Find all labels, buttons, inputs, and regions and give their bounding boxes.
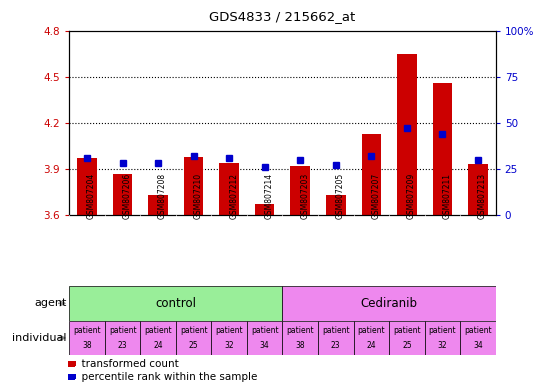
Bar	[282, 321, 318, 355]
Bar	[72, 361, 76, 366]
Bar	[184, 157, 204, 215]
Bar	[72, 374, 76, 379]
Text: agent: agent	[34, 298, 67, 308]
Text: patient: patient	[429, 326, 456, 335]
Text: Cediranib: Cediranib	[361, 297, 417, 310]
Bar	[290, 166, 310, 215]
Bar	[212, 321, 247, 355]
Text: patient: patient	[464, 326, 492, 335]
Text: GSM807209: GSM807209	[407, 172, 416, 218]
Text: patient: patient	[73, 326, 101, 335]
Text: GSM807212: GSM807212	[229, 172, 238, 218]
Bar	[389, 321, 425, 355]
Bar	[468, 164, 488, 215]
Text: patient: patient	[393, 326, 421, 335]
Text: GSM807214: GSM807214	[265, 172, 274, 218]
Text: patient: patient	[251, 326, 279, 335]
Text: 23: 23	[118, 341, 127, 350]
Text: 32: 32	[224, 341, 234, 350]
Bar	[425, 321, 460, 355]
Text: GSM807213: GSM807213	[478, 172, 487, 218]
Text: patient: patient	[322, 326, 350, 335]
Text: individual: individual	[12, 333, 67, 343]
Text: 34: 34	[260, 341, 270, 350]
Bar	[361, 134, 381, 215]
Text: GSM807203: GSM807203	[300, 172, 309, 218]
Bar	[140, 321, 176, 355]
Text: 25: 25	[189, 341, 198, 350]
Bar	[176, 321, 212, 355]
Bar	[433, 83, 452, 215]
Text: GSM807210: GSM807210	[193, 172, 203, 218]
Bar	[247, 321, 282, 355]
Bar	[220, 163, 239, 215]
Bar	[105, 321, 140, 355]
Bar	[353, 321, 389, 355]
Text: patient: patient	[144, 326, 172, 335]
Text: patient: patient	[286, 326, 314, 335]
Text: patient: patient	[109, 326, 136, 335]
Bar	[69, 286, 282, 321]
Text: 23: 23	[331, 341, 341, 350]
Bar	[148, 195, 168, 215]
Bar	[460, 321, 496, 355]
Bar	[113, 174, 132, 215]
Text: percentile rank within the sample: percentile rank within the sample	[75, 372, 257, 382]
Text: 38: 38	[295, 341, 305, 350]
Text: GSM807208: GSM807208	[158, 172, 167, 218]
Bar	[326, 195, 345, 215]
Bar	[397, 54, 417, 215]
Text: control: control	[156, 297, 196, 310]
Text: patient: patient	[180, 326, 207, 335]
Text: transformed count: transformed count	[75, 359, 179, 369]
Text: 25: 25	[402, 341, 411, 350]
Bar	[282, 286, 496, 321]
Text: patient: patient	[215, 326, 243, 335]
Text: GSM807206: GSM807206	[123, 172, 132, 218]
Text: 32: 32	[438, 341, 447, 350]
Text: GSM807204: GSM807204	[87, 172, 96, 218]
Bar	[318, 321, 353, 355]
Text: GSM807205: GSM807205	[336, 172, 345, 218]
Bar	[69, 321, 105, 355]
Text: 34: 34	[473, 341, 483, 350]
Text: patient: patient	[358, 326, 385, 335]
Text: 24: 24	[154, 341, 163, 350]
Text: GSM807207: GSM807207	[372, 172, 381, 218]
Bar	[77, 158, 97, 215]
Text: GSM807211: GSM807211	[442, 172, 451, 218]
Bar	[255, 204, 274, 215]
Text: 38: 38	[82, 341, 92, 350]
Text: GDS4833 / 215662_at: GDS4833 / 215662_at	[209, 10, 356, 23]
Text: 24: 24	[367, 341, 376, 350]
